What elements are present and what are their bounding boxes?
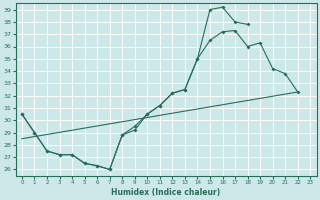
X-axis label: Humidex (Indice chaleur): Humidex (Indice chaleur) bbox=[111, 188, 221, 197]
